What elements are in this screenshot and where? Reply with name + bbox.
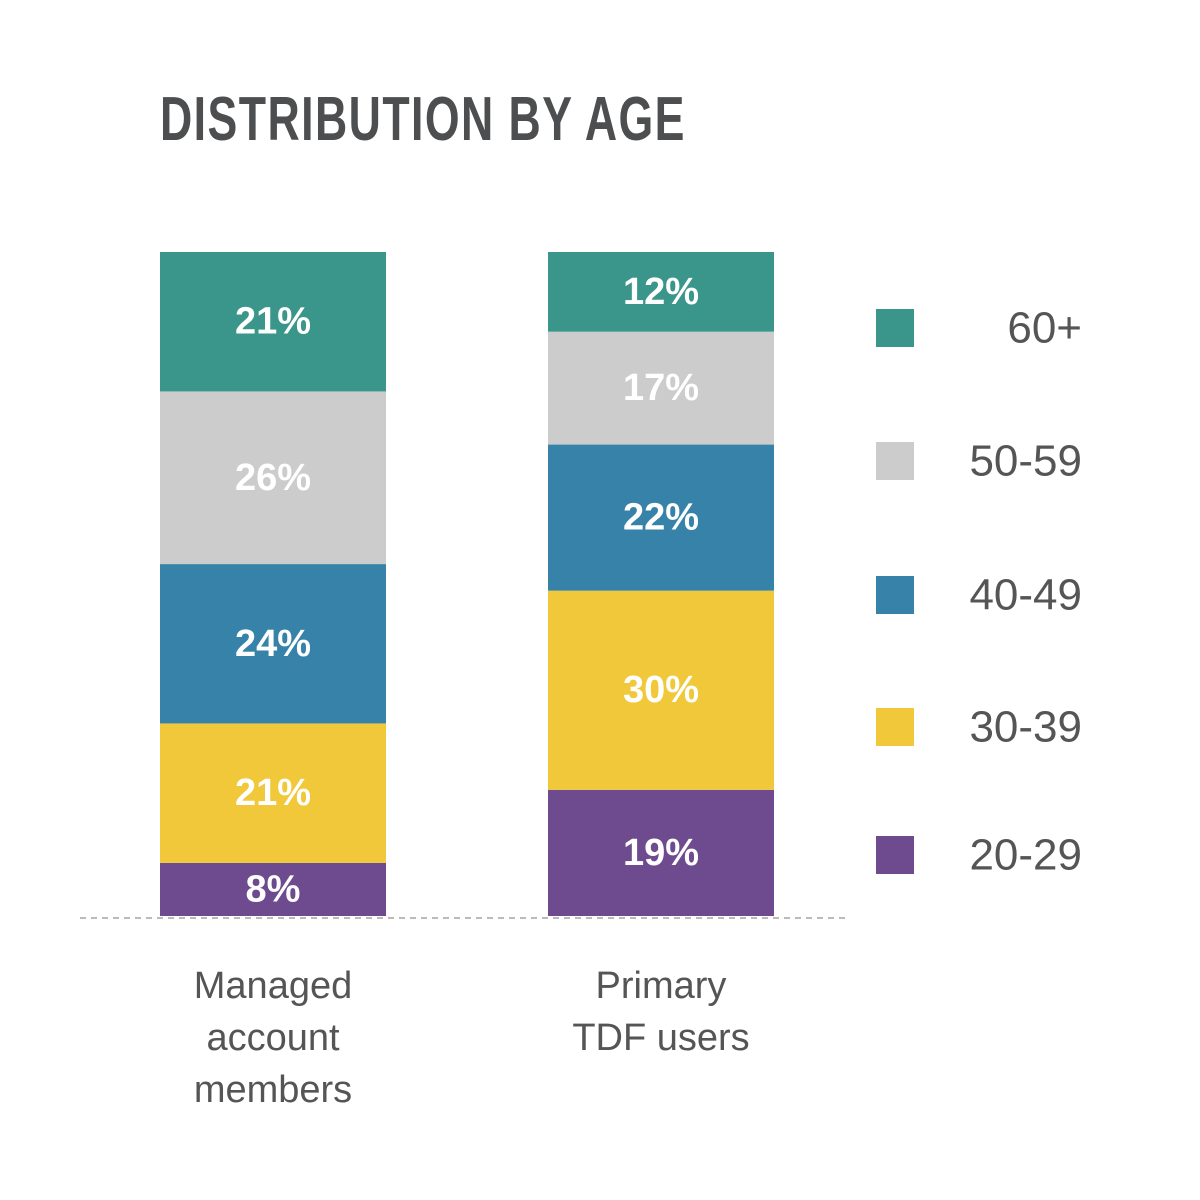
- data-label-20-29-cat0: 8%: [246, 868, 301, 910]
- legend-swatch-30-39: [876, 708, 914, 746]
- category-labels: Managed account members Primary TDF users: [194, 965, 750, 1111]
- data-label-40-49-cat1: 22%: [623, 497, 699, 539]
- bar-segment-40-49-cat0: [160, 564, 386, 724]
- category-label-cat1-line1: TDF users: [572, 1017, 749, 1059]
- bar-segment-20-29-cat0: [160, 862, 386, 916]
- bar-segment-50-59-cat1: [548, 331, 774, 445]
- legend-swatch-20-29: [876, 836, 914, 874]
- data-label-40-49-cat0: 24%: [235, 623, 311, 665]
- bar-segment-60+-cat0: [160, 252, 386, 392]
- data-label-30-39-cat0: 21%: [235, 772, 311, 814]
- data-label-20-29-cat1: 19%: [623, 832, 699, 874]
- legend-swatch-60+: [876, 309, 914, 347]
- data-label-60+-cat1: 12%: [623, 271, 699, 313]
- chart-title: DISTRIBUTION BY AGE: [160, 85, 686, 154]
- data-label-50-59-cat0: 26%: [235, 457, 311, 499]
- legend: 60+ 50-59 40-49 30-39 20-29: [876, 304, 1082, 880]
- legend-label-60+: 60+: [1007, 304, 1082, 353]
- category-label-cat0-line0: Managed: [194, 965, 352, 1007]
- bar-segment-50-59-cat0: [160, 391, 386, 565]
- category-label-cat0-line2: members: [194, 1069, 352, 1111]
- category-label-cat1-line0: Primary: [596, 965, 727, 1007]
- data-label-30-39-cat1: 30%: [623, 669, 699, 711]
- legend-label-20-29: 20-29: [969, 831, 1082, 880]
- category-label-cat0-line1: account: [206, 1017, 340, 1059]
- bar-segment-30-39-cat0: [160, 723, 386, 863]
- bar-segment-60+-cat1: [548, 252, 774, 332]
- bar-segment-20-29-cat1: [548, 789, 774, 916]
- bar-segment-30-39-cat1: [548, 590, 774, 790]
- bars-group: 8% 21% 24% 26% 21% 19% 30% 22% 17% 12%: [160, 252, 774, 916]
- data-label-50-59-cat1: 17%: [623, 367, 699, 409]
- data-label-60+-cat0: 21%: [235, 301, 311, 343]
- legend-label-50-59: 50-59: [969, 437, 1082, 486]
- bar-segment-40-49-cat1: [548, 444, 774, 591]
- legend-swatch-50-59: [876, 442, 914, 480]
- legend-label-30-39: 30-39: [969, 703, 1082, 752]
- legend-label-40-49: 40-49: [969, 571, 1082, 620]
- legend-swatch-40-49: [876, 576, 914, 614]
